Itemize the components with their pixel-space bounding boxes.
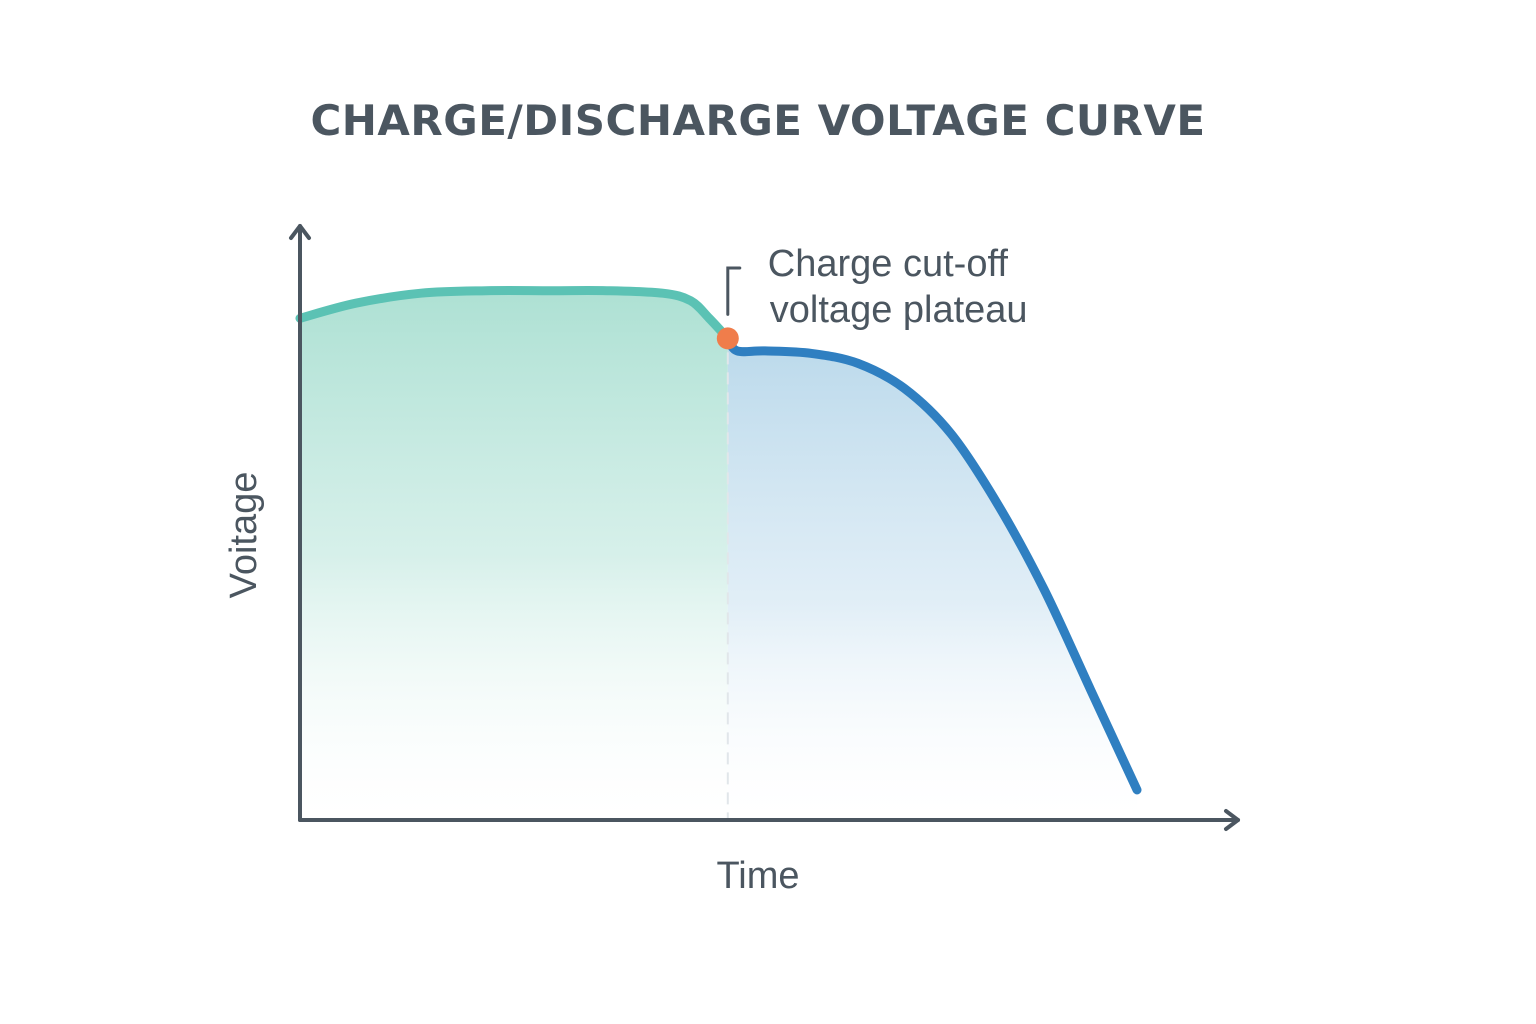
annotation-text-line-1: Charge cut-off (768, 243, 1009, 285)
charge-area (300, 290, 728, 820)
y-axis-arrow-icon (289, 224, 311, 240)
discharge-area (727, 338, 1137, 820)
y-axis-label: Voitage (223, 472, 265, 599)
cutoff-point-marker (716, 327, 739, 350)
x-axis-label: Time (716, 855, 799, 897)
discharge-series-line (723, 333, 1142, 795)
y-axis (289, 224, 311, 822)
annotation-leader (726, 266, 742, 316)
x-axis-arrow-icon (1224, 809, 1240, 831)
x-axis (298, 809, 1240, 831)
chart-title: CHARGE/DISCHARGE VOLTAGE CURVE (310, 96, 1206, 145)
charge-series-line (295, 286, 733, 343)
annotation-text-line-2: voltage plateau (770, 289, 1028, 331)
